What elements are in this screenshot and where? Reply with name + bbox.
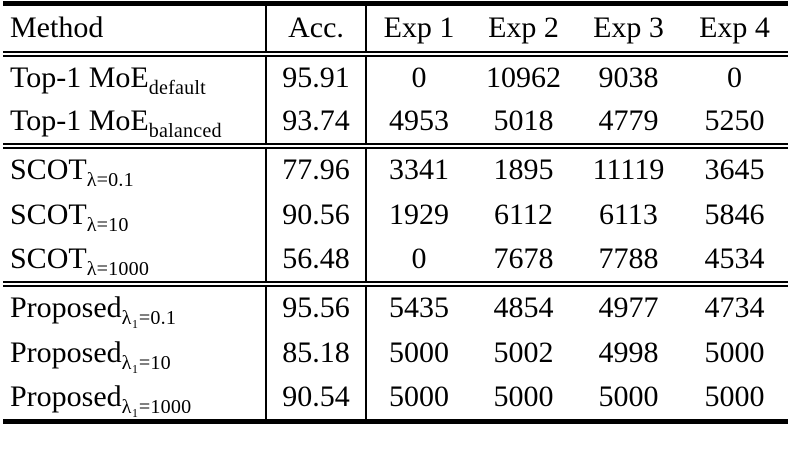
exp3-cell: 4998 — [598, 335, 659, 369]
method-name: Proposed — [10, 335, 122, 369]
group-top1-moe: Top-1 MoEdefault 95.91 0 10962 9038 0 To… — [3, 53, 788, 146]
group-proposed: Proposedλ₁=0.1 95.56 5435 4854 4977 4734… — [3, 283, 788, 422]
acc-cell: 90.54 — [265, 375, 367, 422]
method-subscript: λ₁=0.1 — [121, 307, 177, 329]
method-subscript: λ=0.1 — [86, 169, 134, 191]
method-name: Top-1 MoE — [10, 61, 149, 94]
exp3-cell: 5000 — [598, 380, 659, 414]
exp4-cell: 3645 — [704, 153, 765, 186]
exp4-cell: 5000 — [704, 380, 765, 414]
method-cell: SCOTλ=10 — [3, 192, 266, 238]
method-cell: Top-1 MoEbalanced — [3, 100, 266, 146]
exp2-cell: 4854 — [493, 291, 554, 324]
acc-cell: 77.96 — [265, 145, 367, 192]
exp3-cell: 4977 — [598, 291, 659, 324]
table-row: SCOTλ=0.1 77.96 3341 1895 11119 3645 — [3, 145, 788, 192]
exp2-cell: 7678 — [493, 242, 554, 275]
exp2-cell: 5018 — [493, 104, 554, 137]
col-header-method: Method — [10, 11, 104, 45]
acc-cell: 93.74 — [265, 99, 367, 146]
exp2-cell: 6112 — [494, 197, 553, 231]
exp4-cell: 5000 — [704, 335, 765, 369]
exp1-cell: 1929 — [389, 197, 449, 231]
exp4-cell: 5846 — [704, 197, 765, 231]
method-subscript: λ₁=1000 — [121, 396, 192, 419]
table-row: Proposedλ₁=10 85.18 5000 5002 4998 5000 — [3, 329, 788, 376]
table-row: Proposedλ₁=1000 90.54 5000 5000 5000 500… — [3, 375, 788, 422]
exp4-cell: 0 — [727, 61, 742, 94]
exp4-cell: 4534 — [704, 242, 765, 275]
table-row: Top-1 MoEdefault 95.91 0 10962 9038 0 — [3, 53, 788, 100]
exp4-cell: 4734 — [704, 291, 765, 324]
exp3-cell: 7788 — [598, 242, 659, 275]
exp1-cell: 3341 — [389, 153, 449, 186]
results-table: Method Acc. Exp 1 Exp 2 Exp 3 Exp 4 Top-… — [3, 1, 788, 424]
acc-cell: 95.56 — [265, 283, 367, 330]
exp2-cell: 5000 — [493, 380, 554, 414]
method-subscript: λ₁=10 — [121, 351, 171, 374]
method-name: Proposed — [10, 291, 122, 324]
acc-cell: 95.91 — [265, 53, 367, 100]
method-subscript: balanced — [148, 120, 222, 142]
exp1-cell: 5435 — [389, 291, 449, 324]
method-name: SCOT — [10, 153, 87, 186]
method-cell: Proposedλ₁=1000 — [3, 376, 266, 422]
exp1-cell: 5000 — [389, 335, 449, 369]
col-header-exp3: Exp 3 — [593, 11, 664, 45]
exp3-cell: 4779 — [598, 104, 659, 137]
method-cell: SCOTλ=0.1 — [3, 146, 266, 192]
acc-cell: 85.18 — [265, 329, 367, 376]
method-subscript: λ=1000 — [86, 258, 150, 280]
col-header-acc: Acc. — [265, 3, 367, 54]
acc-cell: 56.48 — [265, 237, 367, 284]
method-name: Proposed — [10, 380, 122, 414]
col-header-exp1: Exp 1 — [383, 11, 455, 45]
table-header: Method Acc. Exp 1 Exp 2 Exp 3 Exp 4 — [3, 3, 788, 54]
table-row: Proposedλ₁=0.1 95.56 5435 4854 4977 4734 — [3, 283, 788, 330]
exp2-cell: 5002 — [493, 335, 554, 369]
method-cell: Proposedλ₁=10 — [3, 330, 266, 376]
exp1-cell: 0 — [411, 242, 427, 275]
exp1-cell: 4953 — [389, 104, 449, 137]
header-row: Method Acc. Exp 1 Exp 2 Exp 3 Exp 4 — [3, 3, 788, 54]
exp2-cell: 1895 — [493, 153, 554, 186]
table-row: Top-1 MoEbalanced 93.74 4953 5018 4779 5… — [3, 99, 788, 146]
table-row: SCOTλ=10 90.56 1929 6112 6113 5846 — [3, 191, 788, 238]
exp3-cell: 6113 — [599, 197, 658, 231]
method-name: Top-1 MoE — [10, 104, 149, 137]
group-scot: SCOTλ=0.1 77.96 3341 1895 11119 3645 SCO… — [3, 145, 788, 284]
col-header-exp4: Exp 4 — [699, 11, 770, 45]
acc-cell: 90.56 — [265, 191, 367, 238]
exp2-cell: 10962 — [486, 61, 561, 94]
method-name: SCOT — [10, 197, 87, 231]
method-cell: Proposedλ₁=0.1 — [3, 284, 266, 330]
exp4-cell: 5250 — [704, 104, 765, 137]
exp3-cell: 9038 — [598, 61, 659, 94]
exp3-cell: 11119 — [592, 153, 665, 186]
method-cell: Top-1 MoEdefault — [3, 54, 266, 100]
col-header-exp2: Exp 2 — [488, 11, 559, 45]
method-cell: SCOTλ=1000 — [3, 238, 266, 284]
method-subscript: λ=10 — [86, 213, 129, 236]
method-subscript: default — [148, 77, 206, 99]
table-row: SCOTλ=1000 56.48 0 7678 7788 4534 — [3, 237, 788, 284]
method-name: SCOT — [10, 242, 87, 275]
exp1-cell: 5000 — [389, 380, 449, 414]
exp1-cell: 0 — [411, 61, 427, 94]
